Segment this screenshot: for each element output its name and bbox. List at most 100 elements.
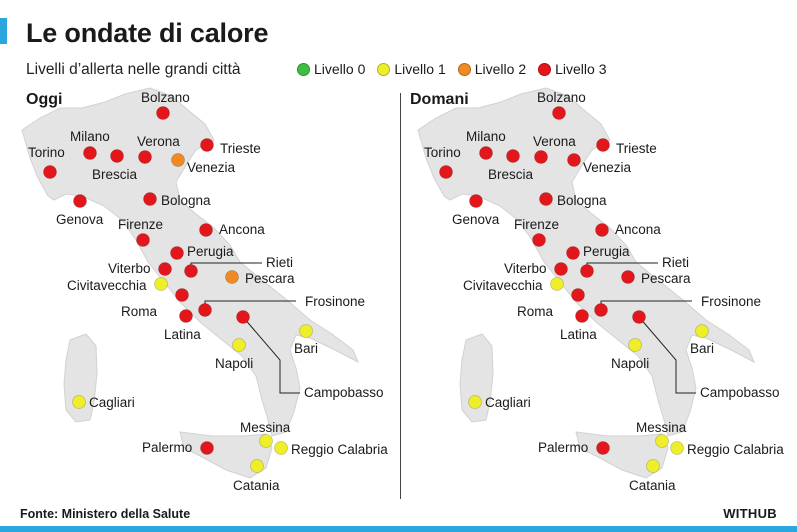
title-accent-bar [0,18,7,44]
city-marker-frosinone [594,303,608,317]
city-marker-venezia [171,153,185,167]
city-label-civitavecchia: Civitavecchia [463,278,543,293]
city-label-rieti: Rieti [266,255,293,270]
city-marker-viterbo [158,262,172,276]
city-marker-napoli [232,338,246,352]
city-label-catania: Catania [629,478,676,493]
leader-line-campobasso [638,316,696,394]
city-marker-messina [259,434,273,448]
city-marker-firenze [136,233,150,247]
level-2-dot-icon [457,62,471,76]
city-marker-perugia [566,246,580,260]
city-marker-pescara [225,270,239,284]
city-label-torino: Torino [28,145,65,160]
mainland-shape [417,87,755,437]
city-label-frosinone: Frosinone [701,294,761,309]
city-marker-milano [83,146,97,160]
brand-logo: WITHUB [723,506,777,521]
city-marker-catania [646,459,660,473]
city-label-messina: Messina [240,420,291,435]
legend-label: Livello 2 [474,61,527,77]
city-marker-firenze [532,233,546,247]
city-marker-trieste [596,138,610,152]
legend-item-level-2: Livello 2 [457,61,527,77]
city-marker-ancona [199,223,213,237]
city-label-palermo: Palermo [538,440,588,455]
city-label-bari: Bari [294,341,318,356]
city-label-perugia: Perugia [583,244,630,259]
bottom-accent-bar [0,526,797,532]
city-marker-pescara [621,270,635,284]
city-label-bolzano: Bolzano [141,90,190,105]
map-panel-oggi: Bolzano Milano Torino Verona Trieste Brescia V… [21,87,388,493]
city-label-genova: Genova [452,212,500,227]
city-label-trieste: Trieste [220,141,261,156]
city-label-rieti: Rieti [662,255,689,270]
city-marker-milano [479,146,493,160]
city-label-pescara: Pescara [641,271,691,286]
city-label-bologna: Bologna [557,193,607,208]
city-label-brescia: Brescia [488,167,534,182]
city-marker-frosinone [198,303,212,317]
sardinia-shape [459,333,494,423]
map-panel-domani: Bolzano Milano Torino Verona Trieste Brescia V… [417,87,784,493]
page-subtitle: Livelli d’allerta nelle grandi città [26,61,241,78]
city-marker-bologna [539,192,553,206]
city-label-bolzano: Bolzano [537,90,586,105]
city-label-napoli: Napoli [215,356,253,371]
city-marker-napoli [628,338,642,352]
city-marker-roma [175,288,189,302]
city-marker-trieste [200,138,214,152]
city-marker-ancona [595,223,609,237]
city-label-cagliari: Cagliari [485,395,531,410]
city-marker-bolzano [552,106,566,120]
city-label-latina: Latina [560,327,597,342]
city-label-reggio-calabria: Reggio Calabria [687,442,784,457]
mainland-shape [21,87,359,437]
city-marker-genova [469,194,483,208]
city-label-milano: Milano [466,129,506,144]
legend-label: Livello 0 [314,61,366,77]
city-marker-campobasso [236,310,250,324]
legend: Livello 0 Livello 1 Livello 2 Livello 3 [297,61,607,77]
city-label-torino: Torino [424,145,461,160]
city-marker-palermo [200,441,214,455]
city-label-civitavecchia: Civitavecchia [67,278,147,293]
panel-title-domani: Domani [410,91,469,108]
city-marker-viterbo [554,262,568,276]
legend-item-level-0: Livello 0 [297,61,365,77]
city-label-reggio-calabria: Reggio Calabria [291,442,388,457]
city-marker-bari [695,324,709,338]
city-marker-rieti [580,264,594,278]
leader-line-campobasso [242,316,300,394]
city-label-genova: Genova [56,212,104,227]
city-label-frosinone: Frosinone [305,294,365,309]
city-label-campobasso: Campobasso [700,385,780,400]
city-marker-perugia [170,246,184,260]
city-label-trieste: Trieste [616,141,657,156]
city-marker-civitavecchia [154,277,168,291]
city-marker-cagliari [72,395,86,409]
city-label-roma: Roma [121,304,158,319]
city-marker-bolzano [156,106,170,120]
city-marker-torino [439,165,453,179]
city-marker-brescia [110,149,124,163]
city-marker-genova [73,194,87,208]
city-label-brescia: Brescia [92,167,138,182]
city-marker-civitavecchia [550,277,564,291]
city-label-latina: Latina [164,327,201,342]
city-marker-reggio-calabria [670,441,684,455]
city-label-firenze: Firenze [118,217,163,232]
level-3-dot-icon [538,62,552,76]
city-label-verona: Verona [533,134,576,149]
city-marker-cagliari [468,395,482,409]
panel-divider [400,93,401,499]
city-label-cagliari: Cagliari [89,395,135,410]
level-0-dot-icon [297,62,310,76]
city-label-ancona: Ancona [615,222,661,237]
city-label-perugia: Perugia [187,244,234,259]
city-marker-roma [571,288,585,302]
city-label-ancona: Ancona [219,222,265,237]
city-marker-verona [534,150,548,164]
